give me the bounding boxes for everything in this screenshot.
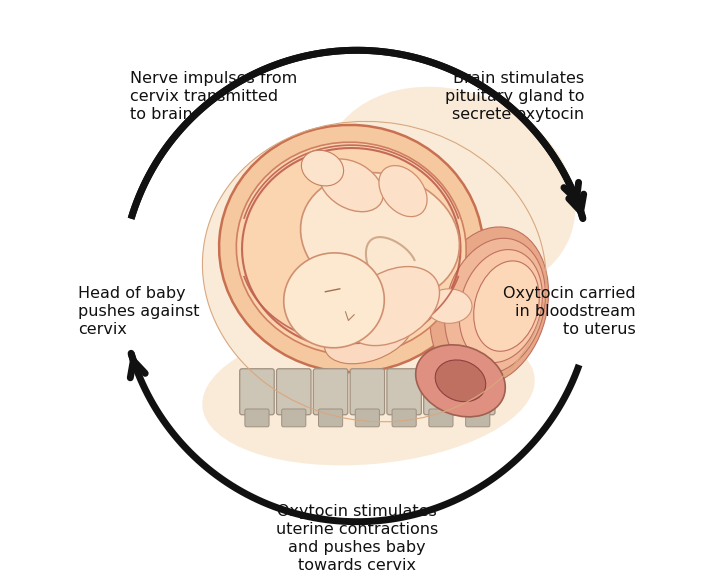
Text: Oxytocin stimulates
uterine contractions
and pushes baby
towards cervix: Oxytocin stimulates uterine contractions… — [276, 504, 438, 574]
Ellipse shape — [283, 253, 384, 348]
Ellipse shape — [236, 142, 466, 355]
FancyBboxPatch shape — [356, 409, 379, 427]
FancyBboxPatch shape — [313, 369, 348, 415]
Ellipse shape — [219, 125, 483, 373]
FancyBboxPatch shape — [276, 369, 311, 415]
FancyBboxPatch shape — [466, 409, 490, 427]
Ellipse shape — [430, 227, 548, 385]
FancyBboxPatch shape — [240, 369, 274, 415]
FancyBboxPatch shape — [392, 409, 416, 427]
FancyBboxPatch shape — [423, 369, 458, 415]
Ellipse shape — [436, 360, 486, 402]
Ellipse shape — [416, 345, 506, 417]
Ellipse shape — [203, 121, 546, 422]
Text: Oxytocin carried
in bloodstream
to uterus: Oxytocin carried in bloodstream to uteru… — [503, 286, 636, 338]
Ellipse shape — [459, 250, 543, 363]
Ellipse shape — [323, 87, 575, 296]
Ellipse shape — [473, 261, 539, 352]
FancyBboxPatch shape — [318, 409, 343, 427]
FancyBboxPatch shape — [282, 409, 306, 427]
Ellipse shape — [319, 159, 383, 212]
FancyBboxPatch shape — [461, 369, 495, 415]
Ellipse shape — [301, 150, 343, 186]
Ellipse shape — [301, 173, 459, 301]
FancyBboxPatch shape — [429, 409, 453, 427]
FancyBboxPatch shape — [387, 369, 421, 415]
Ellipse shape — [357, 285, 380, 316]
Ellipse shape — [379, 166, 427, 217]
Ellipse shape — [202, 319, 535, 465]
FancyBboxPatch shape — [350, 369, 385, 415]
Ellipse shape — [426, 289, 472, 324]
Text: Brain stimulates
pituitary gland to
secrete oxytocin: Brain stimulates pituitary gland to secr… — [445, 71, 584, 122]
Ellipse shape — [445, 238, 545, 374]
Ellipse shape — [343, 266, 440, 346]
Text: Nerve impulses from
cervix transmitted
to brain: Nerve impulses from cervix transmitted t… — [130, 71, 297, 122]
Ellipse shape — [324, 306, 413, 364]
FancyBboxPatch shape — [245, 409, 269, 427]
Text: Head of baby
pushes against
cervix: Head of baby pushes against cervix — [78, 286, 200, 338]
